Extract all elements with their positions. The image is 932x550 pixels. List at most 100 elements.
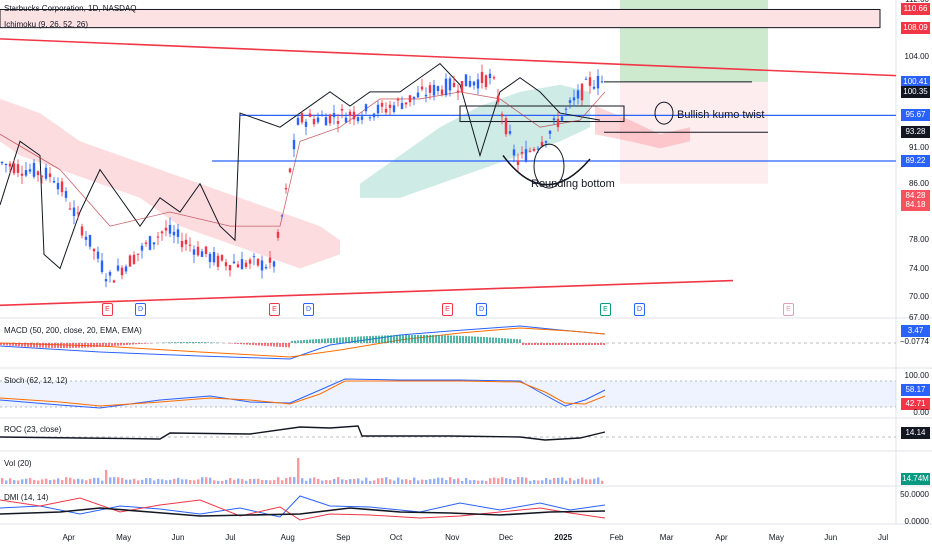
macd-histogram-bar [597,343,599,345]
macd-histogram-bar [75,343,77,348]
volume-bar [97,477,100,484]
volume-bar [309,478,312,484]
volume-bar [509,478,512,484]
macd-histogram-bar [405,335,407,343]
candle-body [164,227,168,231]
macd-histogram-bar [528,343,530,345]
kumo-twist-circle [654,101,674,125]
macd-histogram-bar [453,335,455,343]
macd-histogram-bar [531,343,533,345]
volume-bar [257,478,260,484]
macd-histogram-bar [87,343,89,348]
macd-histogram-bar [603,343,605,345]
candle-body [4,163,8,166]
volume-bar [89,478,92,484]
volume-bar [377,478,380,484]
macd-histogram-bar [51,343,53,348]
volume-bar [41,479,44,484]
candle-body [216,255,220,267]
macd-histogram-bar [474,336,476,343]
volume-bar [325,480,328,484]
candle-body [44,167,48,179]
volume-bar [473,480,476,484]
macd-histogram-bar [234,343,236,344]
macd-histogram-bar [408,335,410,343]
volume-bar [477,480,480,484]
macd-histogram-bar [45,343,47,348]
volume-bar [285,478,288,484]
volume-bar [345,480,348,484]
volume-bar [425,479,428,484]
macd-histogram-bar [15,343,17,347]
candle-body [448,78,452,91]
candle-body [284,187,288,190]
volume-bar [597,477,600,484]
candle-body [400,102,404,109]
macd-histogram-bar [39,343,41,348]
month-label-dec: Dec [498,533,514,542]
volume-bar [565,480,568,484]
macd-histogram-bar [288,343,290,348]
macd-histogram-bar [534,343,536,345]
volume-bar [269,480,272,484]
volume-bar [85,480,88,484]
volume-bar [37,480,40,484]
macd-histogram-bar [360,336,362,343]
price-tick: 104.00 [904,51,929,61]
volume-bar [29,477,32,484]
macd-histogram-bar [27,343,29,347]
candle-body [60,181,64,193]
volume-bar [305,480,308,484]
volume-bar [297,458,300,484]
volume-bar [49,480,52,484]
candle-body [580,83,584,101]
macd-histogram-bar [60,343,62,348]
volume-bar [465,477,468,484]
volume-bar [277,477,280,484]
macd-histogram-bar [462,335,464,343]
macd-histogram-bar [138,343,140,345]
stoch-tick-top: 100.00 [904,371,929,380]
candle-body [488,73,492,79]
volume-bar [117,477,120,484]
candle-body [228,265,232,271]
volume-bar [157,478,160,484]
price-tag-100.41: 100.41 [901,75,930,88]
macd-histogram-bar [513,338,515,343]
volume-bar [365,477,368,484]
volume-bar [289,477,292,484]
volume-bar [481,480,484,484]
macd-histogram-bar [468,336,470,343]
macd-histogram-bar [111,343,113,347]
candle-body [72,207,76,217]
macd-histogram-bar [108,343,110,347]
volume-bar [505,478,508,484]
volume-bar [421,479,424,484]
price-tag-110.66: 110.66 [901,3,930,16]
dmi-minus-line [0,497,606,521]
volume-bar [121,477,124,484]
candle-body [16,164,20,173]
candle-body [184,239,188,245]
ichimoku-cloud-bullish [360,84,590,198]
candle-body [240,259,244,270]
candle-body [464,74,468,87]
volume-bar [589,479,592,484]
macd-histogram-bar [144,343,146,344]
candle-body [552,118,556,121]
rounding-bottom-label: Rounding bottom [531,178,615,190]
macd-histogram-bar [324,338,326,343]
volume-bar [101,480,104,484]
macd-histogram-bar [366,336,368,343]
dmi-tick-bottom: 0.0000 [904,517,929,526]
macd-histogram-bar [306,339,308,343]
candle-body [528,150,532,152]
macd-histogram-bar [168,342,170,343]
candle-body [444,78,448,96]
volume-bar [361,480,364,484]
macd-histogram-bar [120,343,122,346]
volume-bar [145,478,148,484]
candle-body [540,141,544,146]
